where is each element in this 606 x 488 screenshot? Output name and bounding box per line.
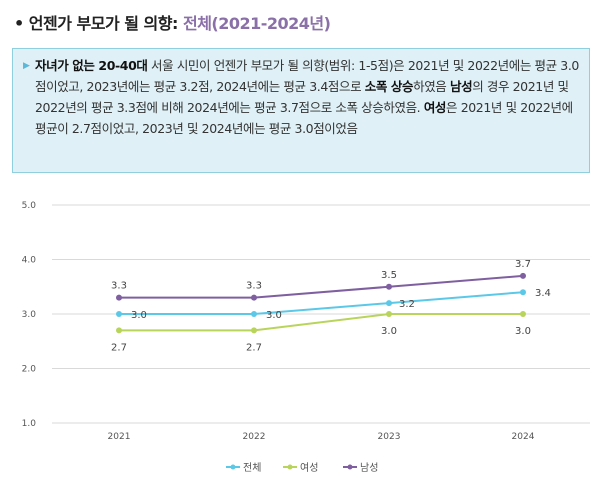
summary-segment: 은 2021년 및 2022년에 평균이 2.7점이었고, 2023년 및 20… [35,100,573,136]
legend-marker [230,464,236,470]
summary-segment: 서울 시민이 언젠가 부모가 될 의향(범위: 1-5점)은 2021년 및 2… [35,58,579,94]
data-label: 3.3 [246,281,262,292]
legend-marker [287,464,293,470]
data-point [386,311,392,317]
triangle-right-icon: ▶ [23,61,30,71]
series-line-여성 [119,313,523,332]
data-label: 3.7 [515,259,531,270]
data-label: 3.2 [399,299,415,310]
page-title: • 언젠가 부모가 될 의향: 전체(2021-2024년) [14,10,331,34]
data-point [520,289,526,296]
summary-emphasis: 남성 [449,79,473,94]
data-label: 2.7 [111,342,127,353]
data-label: 3.4 [535,288,551,299]
y-tick-label: 3.0 [22,310,37,320]
summary-emphasis: 여성 [423,100,447,115]
title-prefix: • 언젠가 부모가 될 의향: [14,14,183,33]
y-tick-label: 1.0 [22,419,37,429]
data-label: 3.5 [381,270,397,281]
summary-emphasis: 소폭 상승 [364,79,414,94]
data-label: 3.0 [515,326,531,337]
x-tick-label: 2024 [512,432,535,442]
x-tick-label: 2022 [243,432,266,442]
data-label: 3.3 [111,281,127,292]
y-tick-label: 2.0 [22,365,37,375]
summary-text: 자녀가 없는 20-40대 서울 시민이 언젠가 부모가 될 의향(범위: 1-… [35,58,579,136]
data-point [116,294,122,301]
summary-emphasis: 자녀가 없는 20-40대 [35,58,148,73]
legend-label: 전체 [243,462,261,474]
x-tick-label: 2021 [108,432,131,442]
y-tick-label: 5.0 [22,201,37,211]
data-point [116,311,122,317]
legend-label: 여성 [300,462,318,474]
series-line-남성 [119,274,524,299]
data-label: 3.0 [266,310,282,321]
data-point [520,272,526,279]
legend-label: 남성 [360,462,378,474]
summary-segment: 의 경우 2021년 및 2022년의 평균 3.3점에 비해 2024년에는 … [35,79,569,115]
title-highlight: 전체(2021-2024년) [182,14,331,33]
data-label: 3.0 [131,310,147,321]
x-tick-label: 2023 [378,432,401,442]
data-point [386,300,392,307]
data-point [520,311,526,317]
data-point [116,327,122,334]
series-line-전체 [119,291,524,315]
data-label: 2.7 [246,342,262,353]
data-point [251,327,257,334]
data-point [251,294,257,301]
data-point [386,283,392,290]
y-tick-label: 4.0 [22,256,37,266]
legend-marker [347,464,353,470]
line-chart: 1.0 2.0 3.0 4.0 5.0 2021 2022 2023 2024 3.0 3.0 3.2… [22,201,590,474]
data-point [251,311,257,317]
summary-segment: 하였음 [413,79,450,94]
summary-box: ▶ 자녀가 없는 20-40대 서울 시민이 언젠가 부모가 될 의향(범위: … [12,48,590,173]
data-label: 3.0 [381,326,397,337]
